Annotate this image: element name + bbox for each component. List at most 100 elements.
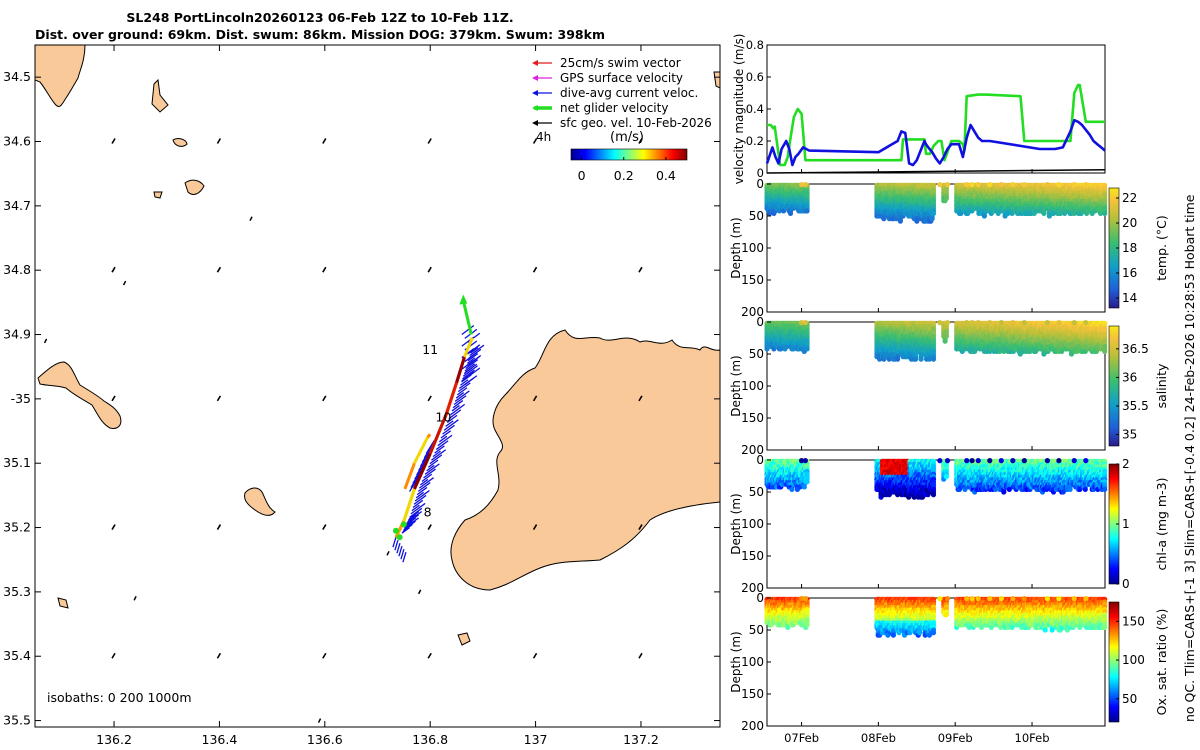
geo-vector: [417, 589, 422, 595]
colorbar-label: (m/s): [610, 130, 644, 145]
current-vector: [403, 520, 416, 531]
map-x-tick-label: 137: [524, 732, 548, 747]
section-y-tick-label: 50: [749, 209, 764, 223]
map-x-tick-label: 137.2: [623, 732, 659, 747]
section-y-tick-label: 150: [741, 411, 764, 425]
geo-vector: [427, 138, 432, 144]
section-y-label: Depth (m): [729, 355, 743, 416]
section-colorbar-label: temp. (°C): [1154, 215, 1169, 280]
section-colorbar-tick-label: 16: [1122, 266, 1137, 280]
legend-label: GPS surface velocity: [560, 71, 683, 85]
current-vector: [408, 511, 420, 520]
map-y-tick-label: 34.6: [3, 134, 31, 149]
current-vector: [465, 359, 479, 370]
current-vector: [429, 454, 443, 465]
current-vector: [406, 514, 420, 525]
current-vector: [407, 510, 423, 523]
current-vector: [413, 494, 427, 505]
current-vector: [462, 369, 475, 380]
track-segment: [426, 433, 432, 439]
section-surface-sample: [1021, 182, 1027, 188]
geo-vector: [216, 266, 222, 273]
legend-arrowhead: [532, 120, 538, 126]
current-vector: [400, 549, 405, 560]
current-vector: [470, 347, 479, 354]
map-x-tick-label: 136.2: [96, 732, 132, 747]
track-segment: [428, 414, 448, 455]
section-surface-sample: [987, 182, 993, 188]
geo-vector: [133, 595, 137, 601]
current-vector: [434, 445, 445, 454]
current-vector: [438, 435, 448, 443]
geo-vector: [427, 395, 432, 402]
current-vector: [452, 400, 464, 409]
current-vector: [425, 440, 435, 454]
current-vector: [462, 365, 478, 377]
current-vector: [426, 464, 435, 472]
geo-vector: [532, 395, 538, 402]
current-vector: [443, 419, 459, 431]
geo-vector: [216, 395, 222, 402]
current-vector: [423, 468, 436, 479]
track-segment: [463, 337, 474, 358]
geo-vector: [322, 524, 327, 530]
section-surface-sample: [998, 320, 1004, 326]
current-vector: [405, 517, 417, 526]
current-vector: [396, 543, 401, 554]
current-vector: [421, 473, 433, 482]
section-sample: [918, 356, 924, 362]
geo-vector: [111, 652, 116, 659]
geo-vector: [386, 550, 390, 556]
glider-track: [392, 294, 485, 563]
section-sample: [801, 484, 807, 490]
section-surface-sample: [1044, 320, 1050, 326]
section-surface-sample: [1083, 182, 1089, 188]
section-y-tick-label: 50: [749, 347, 764, 361]
current-vector: [418, 477, 434, 489]
gps-fix-marker: [400, 521, 407, 528]
map-y-tick-label: 34.9: [3, 327, 31, 342]
geo-vector: [427, 266, 432, 273]
section-colorbar-tick-label: 18: [1122, 241, 1137, 255]
section-sample: [943, 195, 950, 201]
legend-arrowhead: [532, 105, 538, 111]
geo-vector: [532, 652, 538, 659]
current-vector: [460, 379, 469, 386]
section-y-tick-label: 100: [741, 379, 764, 393]
legend-arrowhead: [532, 60, 538, 66]
day-label: 11: [422, 342, 438, 357]
current-vector: [431, 449, 447, 461]
land-masses: [35, 45, 720, 646]
current-vector: [450, 403, 466, 416]
current-vector: [448, 409, 462, 420]
geo-vector: [216, 652, 222, 659]
geo-vector: [638, 395, 643, 402]
section-sample: [942, 338, 948, 344]
land-island-8: [713, 71, 720, 89]
section-surface-sample: [1083, 320, 1089, 326]
current-vector: [392, 537, 397, 548]
map-y-tick-label: 34.5: [3, 69, 31, 84]
current-vector: [464, 363, 478, 374]
current-vector: [411, 504, 420, 512]
section-surface-sample: [964, 182, 970, 188]
gps-fix-marker: [392, 527, 399, 534]
map-y-tick-label: 35.3: [3, 584, 31, 599]
velocity-series-line: [767, 83, 1105, 167]
section-colorbar-tick-label: 20: [1122, 216, 1137, 230]
geo-vector: [532, 266, 538, 273]
land-island-2: [184, 179, 205, 195]
current-vector: [424, 463, 440, 475]
velocity-series-line: [766, 169, 1106, 174]
geo-vector: [111, 395, 116, 402]
track-segment: [444, 382, 459, 416]
section-sample: [914, 218, 920, 224]
section-surface-sample: [937, 320, 943, 326]
legend-arrowhead: [532, 75, 538, 81]
section-y-tick-label: 0: [756, 177, 764, 191]
section-colorbar-tick-label: 35.5: [1122, 399, 1149, 413]
section-surface-sample: [975, 182, 981, 188]
geo-vector: [111, 524, 116, 530]
